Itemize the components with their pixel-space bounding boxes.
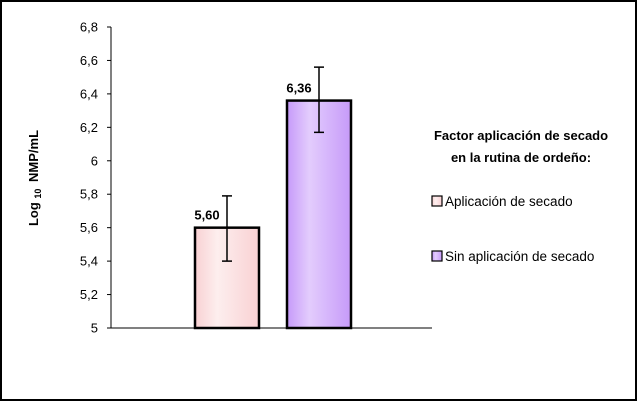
error-bar — [222, 195, 232, 262]
y-tick-label: 5,4 — [80, 254, 98, 269]
data-labels: 5,60 6,36 — [194, 81, 311, 223]
y-tick-label: 5,6 — [80, 220, 98, 235]
error-bars — [222, 66, 324, 262]
data-label: 6,36 — [286, 81, 311, 96]
bar-sin-aplicacion — [285, 99, 353, 330]
legend-title-line-2: en la rutina de ordeño: — [451, 150, 591, 165]
legend-entry-aplicacion: Aplicación de secado — [431, 194, 573, 209]
y-axis-label-main: Log — [26, 202, 41, 226]
data-label: 5,60 — [194, 208, 219, 223]
error-bar — [314, 66, 324, 134]
axes — [110, 27, 432, 329]
legend-swatch-sin-aplicacion — [431, 250, 443, 262]
y-tick-label: 6,8 — [80, 20, 98, 35]
y-axis-label: Log 10 NMP/mL — [26, 130, 44, 226]
y-tick-label: 6,4 — [80, 86, 98, 101]
y-axis-label-unit: NMP/mL — [26, 130, 41, 182]
legend: Factor aplicación de secado en la rutina… — [431, 128, 608, 264]
y-tick-label: 6,6 — [80, 53, 98, 68]
legend-label-sin-aplicacion: Sin aplicación de secado — [445, 249, 594, 264]
legend-entry-sin-aplicacion: Sin aplicación de secado — [431, 249, 594, 264]
y-tick-label: 5,2 — [80, 287, 98, 302]
y-tick-label: 6,2 — [80, 120, 98, 135]
y-axis-label-subscript: 10 — [33, 189, 43, 199]
y-tick-label: 5 — [91, 321, 98, 336]
y-tick-label: 6 — [91, 153, 98, 168]
y-tick-labels: 5 5,2 5,4 5,6 5,8 6 6,2 6,4 6,6 6,8 — [80, 20, 111, 336]
legend-swatch-aplicacion — [431, 195, 443, 207]
y-tick-label: 5,8 — [80, 187, 98, 202]
legend-label-aplicacion: Aplicación de secado — [445, 194, 573, 209]
legend-title-line-1: Factor aplicación de secado — [434, 128, 608, 143]
